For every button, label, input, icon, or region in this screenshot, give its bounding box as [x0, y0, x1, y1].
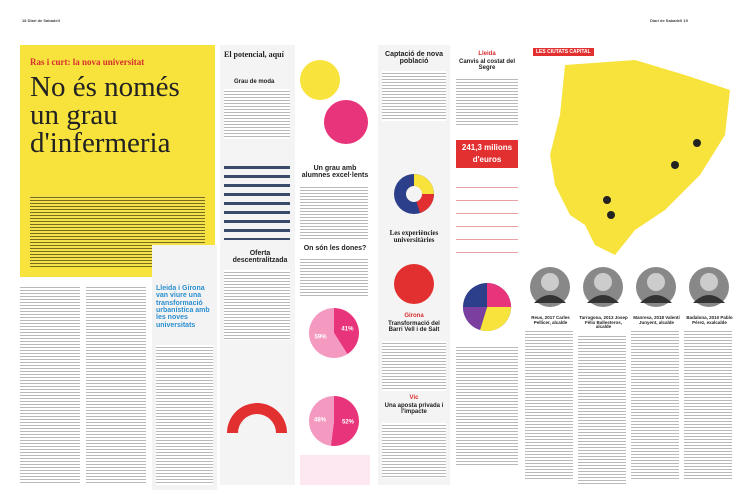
slice-label: 59%	[315, 334, 328, 340]
circle-graphic	[390, 260, 438, 308]
middle-col: Un grau amb alumnes excel·lents On són l…	[298, 45, 373, 485]
body-text	[382, 423, 446, 478]
portrait-column: Manresa, 2018 Valentí Junyent, alcalde	[631, 265, 682, 490]
portrait	[684, 265, 735, 309]
body-text	[86, 285, 146, 485]
city: Lleida	[454, 51, 520, 57]
body-text	[382, 71, 446, 121]
subtitle: Grau de moda	[234, 79, 274, 85]
portrait-column: Reus, 2017 Carles Pellicer, alcalde	[525, 265, 576, 490]
body-text	[300, 257, 368, 297]
body-text	[156, 345, 213, 485]
masthead: Diari de Sabadell	[650, 18, 682, 23]
subtitle: Canvis al costat del Segre	[454, 59, 520, 72]
column: Captació de nova població Les experiènci…	[378, 45, 450, 485]
masthead: Diari de Sabadell	[28, 18, 60, 23]
subtitle: Un grau amb alumnes excel·lents	[300, 165, 370, 180]
portrait	[631, 265, 682, 309]
body-text	[20, 285, 80, 485]
body-text	[224, 270, 290, 340]
pie-chart: 52% 48%	[308, 395, 360, 447]
subtitle: Transformació del Barri Vell i de Salt	[382, 321, 446, 334]
main-title: No és només un grau d'infermeria	[30, 73, 205, 157]
caption: Tarragona, 2013 Josep Fèlix Ballesteros,…	[578, 316, 629, 330]
portrait	[578, 265, 629, 309]
body-text	[525, 329, 573, 479]
bar-graphic	[224, 160, 290, 240]
slice-label: 48%	[314, 418, 327, 424]
body-text	[456, 345, 518, 465]
portraits: Reus, 2017 Carles Pellicer, alcalde Tarr…	[525, 265, 737, 490]
subtitle: Captació de nova població	[382, 51, 446, 66]
map: LES CIUTATS CAPITAL	[525, 45, 735, 265]
spread: {"header":{"left":"Diari de Sabadell","r…	[0, 0, 751, 496]
stat-box: 241,3 milions d'euros	[456, 140, 518, 168]
slice-label: 41%	[341, 327, 354, 333]
donut	[390, 170, 438, 218]
portrait	[525, 265, 576, 309]
city: Girona	[382, 313, 446, 319]
portrait-column: Tarragona, 2013 Josep Fèlix Ballesteros,…	[578, 265, 629, 490]
pie-chart: 41% 59%	[308, 307, 360, 359]
body-text	[382, 341, 446, 391]
section-title: El potencial, aquí	[224, 51, 284, 59]
feature-title: Lleida i Girona van viure una transforma…	[156, 285, 214, 329]
caption: Badalona, 2010 Pablo Pérez, exalcalde	[684, 316, 735, 325]
subtitle: Les experiències universitàries	[382, 230, 446, 245]
body-text	[456, 77, 518, 127]
city: Vic	[382, 395, 446, 401]
body-text	[631, 329, 679, 479]
stats-list	[456, 175, 518, 265]
body-text	[300, 185, 368, 240]
header: Diari de Sabadell 19	[650, 18, 688, 23]
quote-box	[300, 455, 370, 485]
map-shape	[525, 45, 735, 265]
portrait-column: Badalona, 2010 Pablo Pérez, exalcalde	[684, 265, 735, 490]
body-text	[578, 334, 626, 484]
header: 18 Diari de Sabadell	[22, 18, 60, 23]
body-text	[224, 89, 290, 139]
page-number: 18	[22, 18, 26, 23]
page-number: 19	[683, 18, 687, 23]
caption: Reus, 2017 Carles Pellicer, alcalde	[525, 316, 576, 325]
sidebar: El potencial, aquí Grau de moda Oferta d…	[220, 45, 295, 485]
subtitle: On són les dones?	[300, 245, 370, 252]
feature-box: Lleida i Girona van viure una transforma…	[152, 245, 217, 490]
subtitle: Una aposta privada i l'impacte	[382, 403, 446, 416]
body-text	[684, 329, 732, 479]
slice-label: 52%	[342, 419, 355, 425]
caption: Manresa, 2018 Valentí Junyent, alcalde	[631, 316, 682, 325]
gauge	[224, 385, 290, 435]
column: Lleida Canvis al costat del Segre 241,3 …	[452, 45, 522, 485]
title-block: Ras i curt: la nova universitat No és no…	[20, 45, 215, 277]
bubbles	[298, 50, 368, 160]
kicker: Ras i curt: la nova universitat	[30, 57, 144, 67]
subtitle: Oferta descentralitzada	[230, 250, 290, 265]
pie-graphic	[460, 280, 514, 334]
